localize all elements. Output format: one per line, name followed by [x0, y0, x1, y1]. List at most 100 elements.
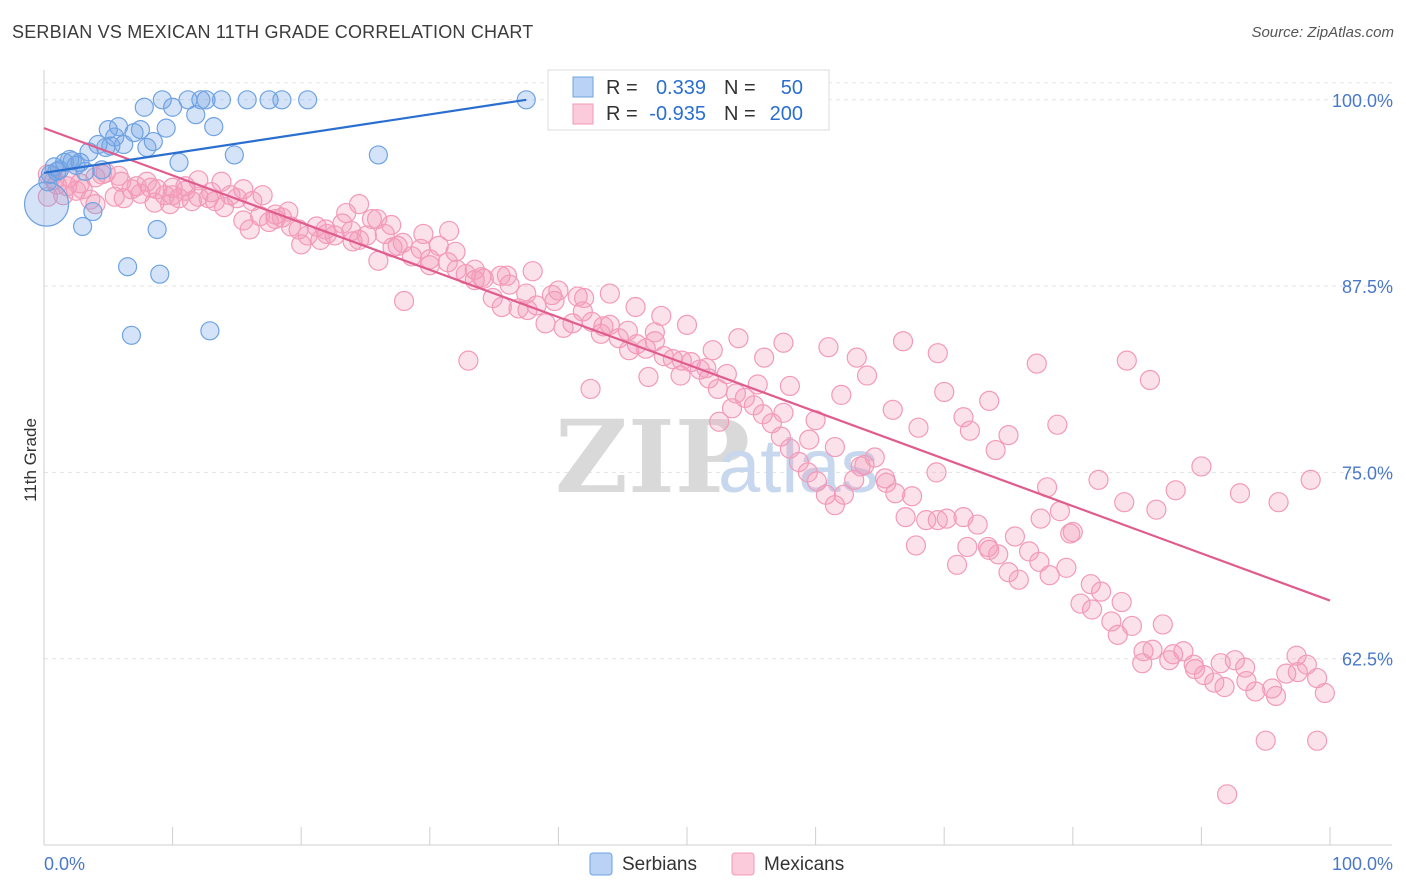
y-tick-label: 75.0% — [1342, 463, 1393, 483]
mexican-point — [541, 284, 563, 306]
mexican-trend-line — [43, 127, 1331, 602]
mexican-point — [1146, 499, 1167, 520]
serbian-point — [368, 145, 388, 165]
serbian-point — [134, 97, 154, 117]
mexican-point — [361, 208, 383, 230]
mexican-point — [1111, 591, 1132, 613]
serbian-point — [163, 97, 183, 117]
serbian-point — [130, 120, 151, 140]
legend-swatch-serbians — [572, 76, 594, 98]
mexican-point — [676, 314, 698, 335]
mexican-point — [445, 241, 466, 262]
serbian-point — [152, 90, 172, 110]
mexican-point — [754, 347, 775, 368]
mexican-point — [1056, 557, 1077, 578]
serbian-point — [196, 90, 216, 110]
mexican-point — [136, 171, 157, 192]
mexican-point — [393, 290, 415, 312]
mexican-point — [908, 417, 929, 438]
mexican-point — [1214, 676, 1235, 698]
mexican-point — [1262, 678, 1283, 699]
mexican-point — [1217, 784, 1238, 805]
mexican-point — [716, 363, 737, 385]
mexican-point — [80, 189, 101, 210]
serbian-point — [143, 131, 163, 152]
mexican-point — [799, 429, 820, 450]
mexican-point — [496, 265, 518, 286]
mexican-point — [1314, 682, 1335, 704]
serbian-point — [156, 118, 176, 138]
mexican-point — [159, 194, 181, 215]
mexican-point — [773, 402, 794, 423]
mexican-point — [702, 340, 723, 361]
chart-title: SERBIAN VS MEXICAN 11TH GRADE CORRELATIO… — [12, 22, 534, 42]
mexican-point — [1088, 469, 1109, 490]
serbian-point — [169, 152, 189, 173]
x-tick-labels: 0.0% 100.0% — [44, 854, 1393, 874]
trend-lines — [43, 98, 1331, 602]
mexican-point — [1114, 492, 1135, 513]
mexican-point — [1300, 469, 1321, 490]
legend-n-label-serbians: N = — [724, 77, 756, 99]
serbian-point — [191, 90, 211, 110]
mexican-point — [953, 407, 974, 428]
mexican-point — [413, 223, 434, 245]
legend-swatch-mexicans — [572, 103, 594, 125]
mexican-point — [1047, 414, 1068, 435]
mexican-point — [574, 287, 595, 309]
serbian-point — [186, 105, 206, 125]
mexican-point — [1165, 480, 1186, 501]
watermark: ZIP atlas — [555, 398, 879, 516]
legend-n-value-mexicans: 200 — [770, 103, 803, 125]
mexican-point — [728, 328, 749, 349]
bottom-swatch-serbians — [589, 852, 613, 876]
mexican-point — [490, 265, 511, 286]
mexican-point — [1133, 641, 1154, 662]
serbian-point — [237, 90, 257, 110]
mexican-point — [126, 176, 147, 197]
mexican-point — [1116, 350, 1137, 371]
mexican-point — [491, 296, 512, 318]
mexican-point — [946, 554, 968, 575]
x-tick-label: 0.0% — [44, 854, 85, 874]
mexican-point — [252, 185, 273, 206]
serbian-point — [204, 117, 224, 137]
mexican-point — [1204, 672, 1225, 693]
mexican-point — [844, 469, 865, 490]
mexican-point — [934, 381, 955, 403]
axes — [43, 70, 1392, 846]
watermark-atlas: atlas — [718, 424, 879, 509]
mexican-point — [818, 337, 839, 358]
mexican-point — [1081, 599, 1103, 620]
y-tick-label: 62.5% — [1342, 650, 1393, 670]
serbian-point — [62, 151, 82, 171]
mexican-point — [901, 486, 923, 507]
mexican-point — [957, 536, 978, 558]
mexican-point — [387, 235, 408, 256]
serbian-point — [272, 90, 292, 110]
mexican-point — [979, 539, 1000, 561]
mexican-point — [959, 420, 981, 441]
y-tick-labels: 62.5% 75.0% 87.5% 100.0% — [1332, 91, 1393, 670]
y-tick-label: 100.0% — [1332, 91, 1393, 111]
bottom-swatch-mexicans — [731, 852, 755, 876]
mexican-point — [926, 462, 947, 483]
serbian-point — [38, 172, 58, 192]
mexican-point — [567, 286, 588, 307]
mexican-point — [638, 366, 659, 388]
bottom-label-mexicans: Mexicans — [764, 854, 844, 875]
source-credit: Source: ZipAtlas.com — [1251, 24, 1394, 41]
serbian-points — [23, 90, 536, 345]
mexican-point — [1152, 614, 1173, 635]
mexican-point — [1159, 650, 1180, 671]
serbian-point — [147, 219, 167, 240]
mexican-point — [1268, 492, 1289, 513]
serbian-point — [83, 201, 103, 222]
mexican-point — [458, 350, 479, 371]
mexican-point — [998, 562, 1019, 583]
mexican-point — [773, 332, 794, 353]
mexican-point — [1008, 569, 1029, 590]
mexican-point — [1210, 653, 1231, 674]
serbian-point — [211, 90, 232, 110]
